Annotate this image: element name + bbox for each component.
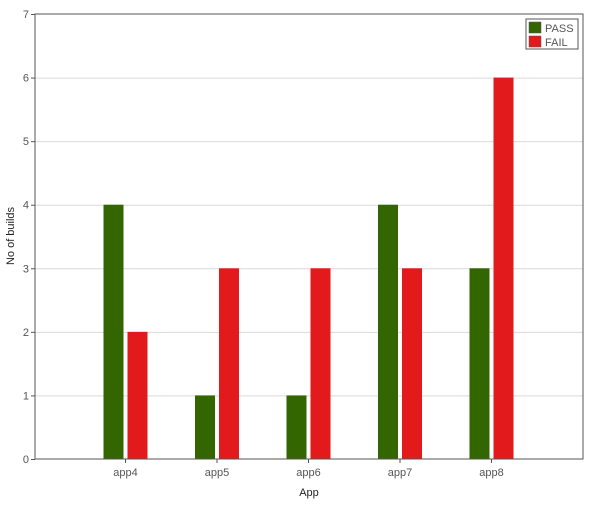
bar-pass-app6 bbox=[286, 395, 307, 459]
bar-fail-app4 bbox=[127, 331, 148, 459]
legend-swatch-fail bbox=[528, 35, 542, 48]
y-tick-label: 5 bbox=[23, 136, 29, 148]
y-tick-label: 0 bbox=[23, 454, 29, 466]
y-axis-ticks: 0 1 2 3 4 5 6 7 bbox=[23, 9, 35, 466]
bar-pass-app5 bbox=[195, 395, 215, 459]
x-tick-label: app7 bbox=[388, 467, 412, 479]
x-tick-label: app5 bbox=[205, 467, 229, 479]
bar-pass-app4 bbox=[103, 204, 124, 459]
y-tick-label: 7 bbox=[23, 9, 29, 21]
plot-area bbox=[35, 14, 583, 459]
x-tick-label: app8 bbox=[479, 467, 503, 479]
y-tick-label: 1 bbox=[23, 390, 29, 402]
legend-swatch-pass bbox=[528, 21, 542, 34]
x-axis-title: App bbox=[299, 487, 319, 499]
bar-fail-app7 bbox=[402, 268, 422, 459]
x-tick-label: app4 bbox=[113, 467, 137, 479]
x-axis-ticks: app4 app5 app6 app7 app8 bbox=[113, 459, 504, 479]
bar-fail-app5 bbox=[219, 268, 239, 459]
y-tick-label: 6 bbox=[23, 73, 29, 85]
bars bbox=[103, 77, 514, 460]
y-tick-label: 4 bbox=[23, 200, 29, 212]
bar-fail-app6 bbox=[310, 268, 331, 459]
y-tick-label: 2 bbox=[23, 327, 29, 339]
legend-label-fail: FAIL bbox=[545, 37, 568, 49]
y-axis-title: No of builds bbox=[5, 206, 17, 265]
bar-pass-app8 bbox=[469, 268, 490, 459]
x-tick-label: app6 bbox=[296, 467, 320, 479]
legend: PASS FAIL bbox=[525, 18, 579, 50]
bar-pass-app7 bbox=[378, 204, 398, 459]
y-tick-label: 3 bbox=[23, 263, 29, 275]
bar-fail-app8 bbox=[493, 77, 514, 460]
legend-label-pass: PASS bbox=[545, 23, 574, 35]
gridlines bbox=[35, 77, 583, 397]
